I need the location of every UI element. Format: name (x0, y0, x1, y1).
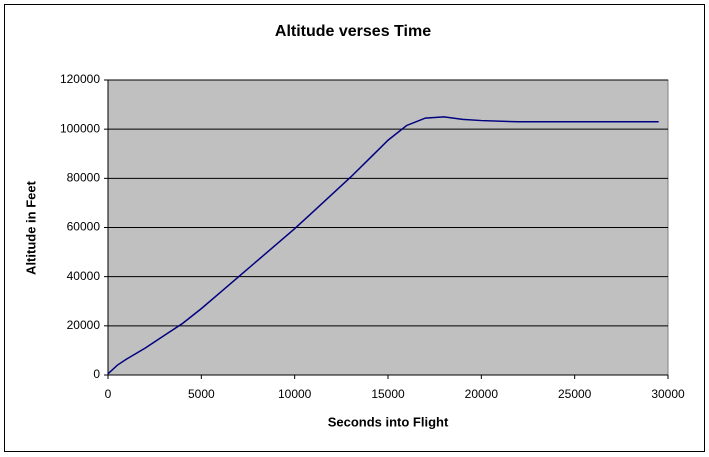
y-axis-label: Altitude in Feet (23, 180, 38, 275)
y-tick-label: 100000 (60, 121, 100, 135)
x-tick-label: 30000 (651, 387, 685, 401)
data-line (107, 116, 659, 375)
x-tick-label: 5000 (188, 387, 215, 401)
y-tick-label: 0 (93, 367, 100, 381)
chart-title: Altitude verses Time (275, 23, 431, 40)
x-tick-label: 15000 (371, 387, 405, 401)
x-axis-label: Seconds into Flight (328, 414, 449, 429)
y-tick-label: 20000 (67, 318, 101, 332)
x-tick-label: 20000 (465, 387, 499, 401)
x-tick-label: 0 (105, 387, 112, 401)
y-tick-label: 120000 (60, 72, 100, 86)
y-tick-label: 40000 (67, 269, 101, 283)
y-tick-label: 60000 (67, 220, 101, 234)
x-tick-label: 25000 (558, 387, 592, 401)
y-tick-label: 80000 (67, 171, 101, 185)
x-tick-label: 10000 (278, 387, 312, 401)
